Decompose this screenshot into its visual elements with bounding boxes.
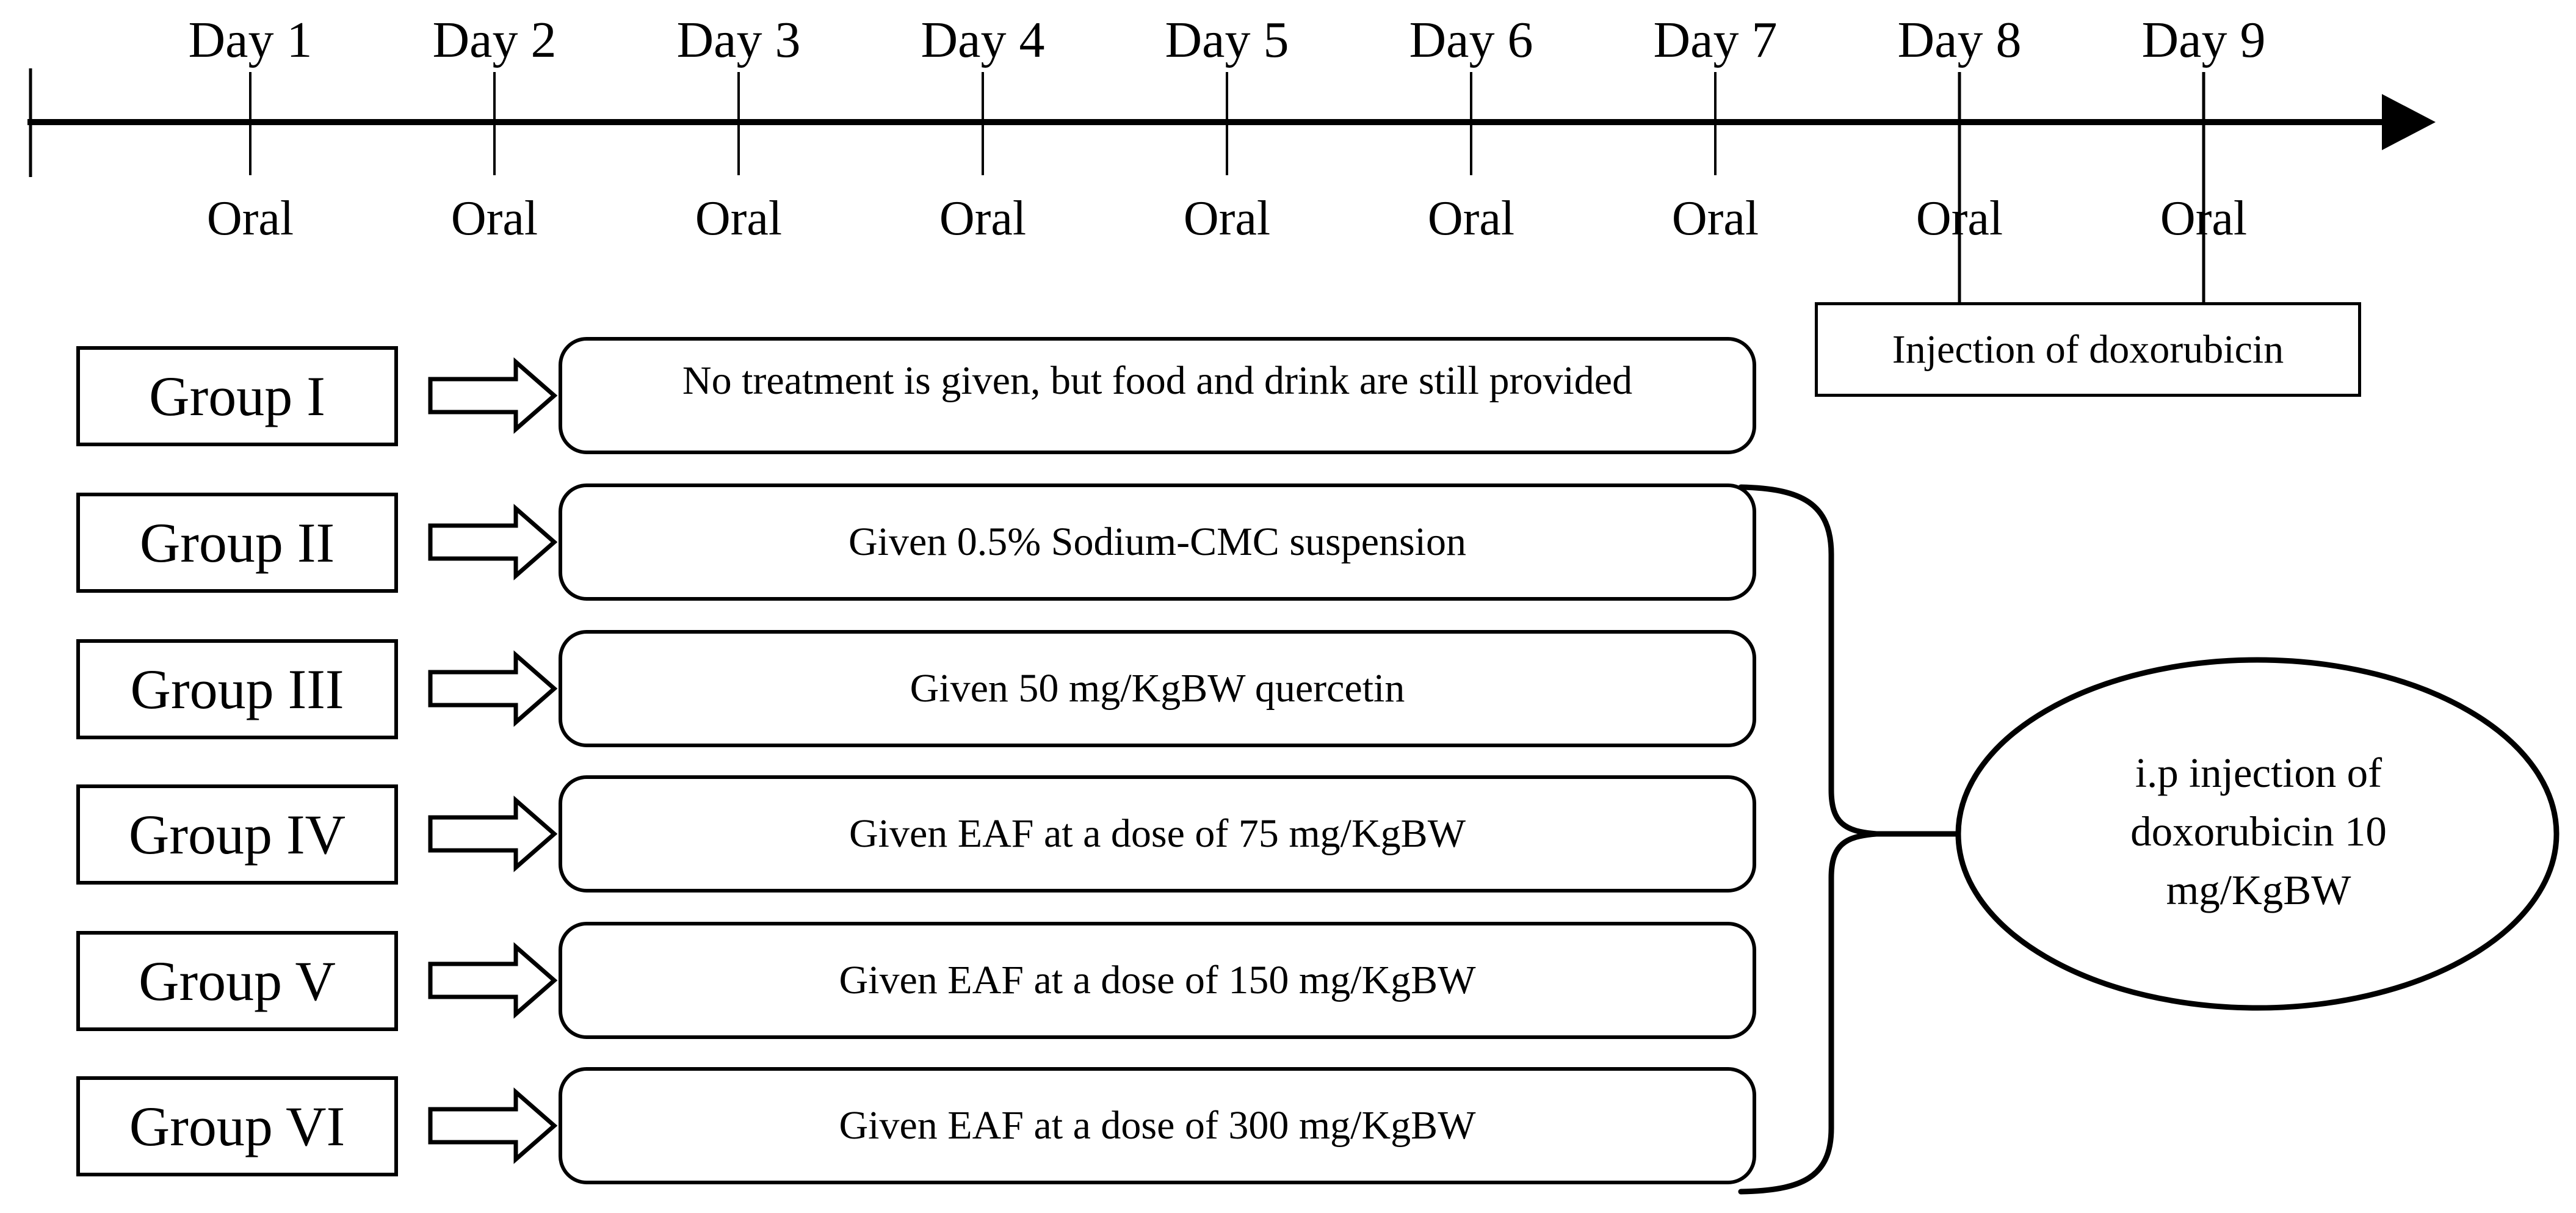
treatment-box-3: Given 50 mg/KgBW quercetin (559, 630, 1756, 747)
arrow-group-4-icon (428, 795, 558, 872)
group-box-5: Group V (76, 931, 398, 1031)
oral-label-3: Oral (695, 192, 783, 245)
injection-box-label: Injection of doxorubicin (1892, 327, 2284, 372)
timeline-arrowhead-icon (2382, 94, 2436, 150)
injection-box: Injection of doxorubicin (1815, 302, 2361, 397)
group-label: Group III (130, 658, 344, 720)
treatment-text: No treatment is given, but food and drin… (682, 358, 1633, 403)
arrow-group-6-icon (428, 1087, 558, 1164)
treatment-text: Given EAF at a dose of 150 mg/KgBW (839, 958, 1476, 1002)
treatment-box-1: No treatment is given, but food and drin… (559, 337, 1756, 454)
group-label: Group VI (129, 1095, 346, 1157)
group-label: Group II (139, 512, 335, 574)
callout-ellipse-outline (1955, 657, 2560, 1011)
day-label-6: Day 6 (1409, 12, 1533, 68)
day-label-2: Day 2 (432, 12, 557, 68)
oral-label-9: Oral (2160, 192, 2248, 245)
arrow-group-1-icon (428, 357, 558, 434)
group-label: Group IV (128, 803, 346, 866)
treatment-text: Given EAF at a dose of 300 mg/KgBW (839, 1103, 1476, 1148)
day-label-9: Day 9 (2141, 12, 2266, 68)
group-box-3: Group III (76, 639, 398, 739)
callout-line-1: i.p injection of (2135, 750, 2382, 796)
oral-label-5: Oral (1183, 192, 1271, 245)
treatment-box-2: Given 0.5% Sodium-CMC suspension (559, 483, 1756, 601)
arrow-group-5-icon (428, 942, 558, 1019)
treatment-text: Given 0.5% Sodium-CMC suspension (848, 520, 1467, 564)
day-label-1: Day 1 (188, 12, 313, 68)
curly-brace (1738, 484, 1877, 1195)
callout-line-3: mg/KgBW (2166, 867, 2351, 913)
group-box-4: Group IV (76, 784, 398, 885)
callout-line-2: doxorubicin 10 (2130, 808, 2387, 855)
group-label: Group V (139, 950, 336, 1012)
arrow-group-3-icon (428, 650, 558, 727)
day-label-7: Day 7 (1653, 12, 1778, 68)
oral-label-8: Oral (1916, 192, 2003, 245)
oral-label-6: Oral (1427, 192, 1515, 245)
day-label-3: Day 3 (676, 12, 801, 68)
callout-text: i.p injection of doxorubicin 10 mg/KgBW (1987, 744, 2530, 919)
oral-label-4: Oral (939, 192, 1027, 245)
group-box-1: Group I (76, 346, 398, 446)
group-label: Group I (149, 365, 325, 427)
day-label-4: Day 4 (921, 12, 1045, 68)
treatment-text: Given 50 mg/KgBW quercetin (910, 666, 1405, 711)
treatment-box-6: Given EAF at a dose of 300 mg/KgBW (559, 1067, 1756, 1184)
day-label-8: Day 8 (1897, 12, 2022, 68)
treatment-text: Given EAF at a dose of 75 mg/KgBW (848, 811, 1466, 856)
oral-label-1: Oral (206, 192, 294, 245)
group-box-2: Group II (76, 493, 398, 593)
arrow-group-2-icon (428, 504, 558, 581)
group-box-6: Group VI (76, 1076, 398, 1176)
treatment-box-4: Given EAF at a dose of 75 mg/KgBW (559, 775, 1756, 893)
oral-label-2: Oral (450, 192, 538, 245)
oral-label-7: Oral (1671, 192, 1759, 245)
day-label-5: Day 5 (1165, 12, 1289, 68)
treatment-box-5: Given EAF at a dose of 150 mg/KgBW (559, 922, 1756, 1039)
